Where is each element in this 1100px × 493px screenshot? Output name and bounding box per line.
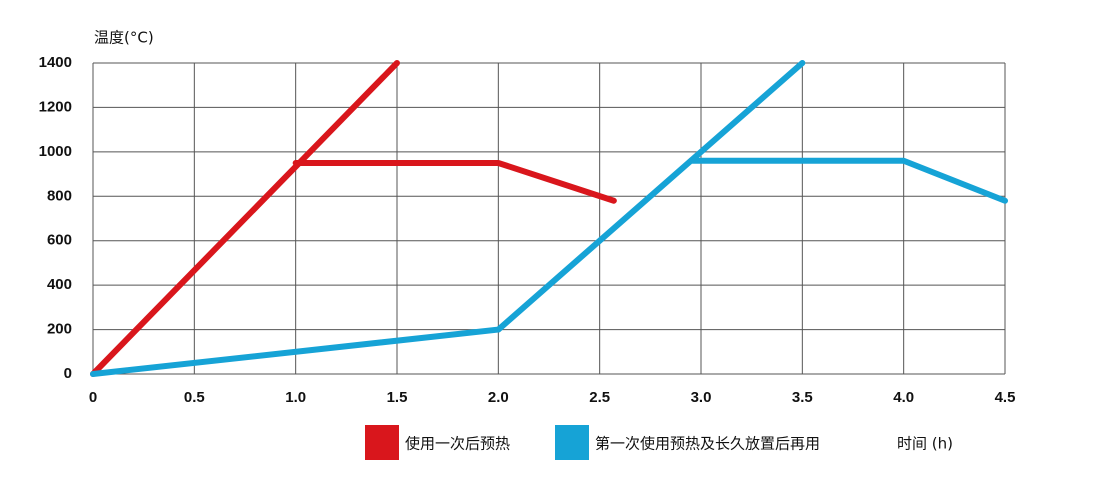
x-tick-label: 2.0 — [488, 389, 509, 406]
x-tick-label: 3.0 — [691, 389, 712, 406]
y-tick-label: 1200 — [39, 98, 72, 115]
y-axis-label: 温度(°C) — [94, 29, 154, 47]
y-tick-label: 1400 — [39, 54, 72, 71]
y-tick-label: 200 — [47, 321, 72, 338]
x-tick-label: 0 — [89, 389, 97, 406]
x-axis-label: 时间 (h) — [897, 435, 953, 453]
y-tick-label: 1000 — [39, 143, 72, 160]
legend-swatch — [555, 425, 589, 460]
x-tick-label: 4.0 — [893, 389, 914, 406]
y-tick-label: 600 — [47, 232, 72, 249]
x-tick-label: 0.5 — [184, 389, 205, 406]
x-tick-label: 3.5 — [792, 389, 813, 406]
x-tick-label: 2.5 — [589, 389, 610, 406]
x-tick-label: 4.5 — [995, 389, 1016, 406]
y-tick-label: 0 — [64, 365, 72, 382]
series-line — [90, 60, 1008, 377]
series-line — [90, 60, 617, 377]
legend-label: 第一次使用预热及长久放置后再用 — [595, 435, 820, 453]
legend-label: 使用一次后预热 — [405, 435, 510, 453]
y-tick-label: 800 — [47, 187, 72, 204]
x-tick-label: 1.5 — [387, 389, 408, 406]
x-tick-label: 1.0 — [285, 389, 306, 406]
y-tick-label: 400 — [47, 276, 72, 293]
legend-swatch — [365, 425, 399, 460]
